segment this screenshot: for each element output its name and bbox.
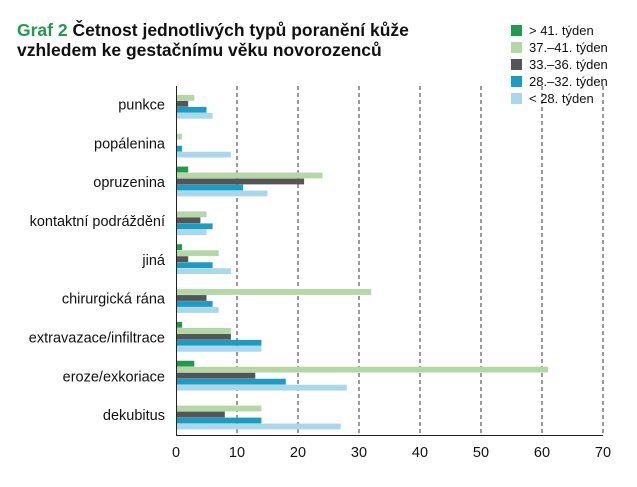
x-tick-label: 20 xyxy=(290,445,306,461)
bar-series-3-category-1 xyxy=(176,100,189,107)
legend-item: < 28. týden xyxy=(511,90,608,107)
category-label: kontaktní podráždění xyxy=(30,214,165,230)
category-label: jiná xyxy=(141,253,166,269)
title-line-1: Četnost jednotlivých typů poranění kůže xyxy=(72,20,409,40)
bar-series-2-category-6 xyxy=(176,289,372,295)
x-tick-label: 40 xyxy=(412,445,428,461)
legend-item: 28.–32. týden xyxy=(511,73,608,90)
bar-series-4-category-7 xyxy=(176,339,262,346)
category-labels: punkce popálenina opruzenina kontaktní podr… xyxy=(29,97,166,424)
bar-series-4-category-9 xyxy=(176,417,262,424)
legend-label: 37.–41. týden xyxy=(529,40,608,55)
bar-series-4-category-6 xyxy=(176,301,213,307)
x-tick-label: 30 xyxy=(351,445,367,461)
x-tick-label: 0 xyxy=(172,445,180,461)
bar-series-5-category-4 xyxy=(176,229,207,236)
bar-series-5-category-8 xyxy=(176,384,347,391)
legend-item: > 41. týden xyxy=(511,22,608,39)
legend-swatch xyxy=(511,76,522,87)
category-label: eroze/exkoriace xyxy=(63,369,165,385)
figure-label: Graf 2 xyxy=(17,20,68,40)
bar-series-5-category-9 xyxy=(176,423,341,430)
title-line-2: vzhledem ke gestačnímu věku novorozenců xyxy=(17,40,382,60)
bar-series-5-category-7 xyxy=(176,345,262,352)
legend-label: 28.–32. týden xyxy=(529,74,608,89)
bar-series-5-category-1 xyxy=(176,112,213,119)
bar-series-5-category-2 xyxy=(176,151,231,158)
category-label: dekubitus xyxy=(103,408,165,424)
category-label: punkce xyxy=(118,97,165,113)
bar-series-2-category-8 xyxy=(176,366,549,373)
x-tick-label: 50 xyxy=(473,445,489,461)
bar-series-2-category-3 xyxy=(176,172,323,179)
bar-series-1-category-3 xyxy=(176,166,189,173)
bar-series-3-category-8 xyxy=(176,372,256,379)
bar-series-4-category-8 xyxy=(176,378,286,385)
legend-label: < 28. týden xyxy=(529,91,594,106)
bar-series-3-category-3 xyxy=(176,178,305,185)
bar-series-3-category-4 xyxy=(176,217,201,224)
legend-item: 37.–41. týden xyxy=(511,39,608,56)
bar-series-2-category-7 xyxy=(176,327,231,334)
title-line-1-row: Graf 2 Četnost jednotlivých typů poraněn… xyxy=(17,20,409,40)
legend-swatch xyxy=(511,93,522,104)
bar-series-2-category-2 xyxy=(176,133,183,140)
bar-series-5-category-5 xyxy=(176,268,231,275)
bar-series-4-category-5 xyxy=(176,262,213,269)
bar-series-3-category-5 xyxy=(176,256,189,263)
gridlines xyxy=(236,86,604,436)
bar-series-4-category-3 xyxy=(176,184,244,191)
bar-series-3-category-7 xyxy=(176,333,231,340)
category-label: opruzenina xyxy=(93,175,166,191)
legend-label: > 41. týden xyxy=(529,23,594,38)
bar-series-5-category-6 xyxy=(176,307,219,313)
bar-series-2-category-5 xyxy=(176,250,219,257)
x-tick-label: 60 xyxy=(534,445,550,461)
category-label: extravazace/infiltrace xyxy=(29,330,165,346)
legend-swatch xyxy=(511,59,522,70)
legend-swatch xyxy=(511,42,522,53)
bar-series-2-category-4 xyxy=(176,211,207,218)
bar-series-3-category-6 xyxy=(176,295,207,301)
bar-series-1-category-5 xyxy=(176,244,183,251)
legend: > 41. týden 37.–41. týden 33.–36. týden … xyxy=(511,22,608,107)
x-tick-labels: 0 10 20 30 40 50 60 70 xyxy=(172,445,611,461)
bar-series-1-category-8 xyxy=(176,360,195,367)
category-label: popálenina xyxy=(94,136,166,152)
bar-series-1-category-7 xyxy=(176,321,183,328)
bar-series-4-category-2 xyxy=(176,145,183,152)
legend-label: 33.–36. týden xyxy=(529,57,608,72)
x-tick-label: 70 xyxy=(595,445,611,461)
x-tick-label: 10 xyxy=(229,445,245,461)
bar-series-2-category-1 xyxy=(176,94,195,101)
category-label: chirurgická rána xyxy=(62,292,166,308)
bar-series-3-category-9 xyxy=(176,411,225,418)
legend-swatch xyxy=(511,25,522,36)
bar-series-2-category-9 xyxy=(176,405,262,412)
bar-series-5-category-3 xyxy=(176,190,268,197)
bar-series-4-category-4 xyxy=(176,223,213,230)
legend-item: 33.–36. týden xyxy=(511,56,608,73)
bar-series-4-category-1 xyxy=(176,106,207,113)
chart-title: Graf 2 Četnost jednotlivých typů poraněn… xyxy=(17,20,409,60)
bars xyxy=(176,94,549,430)
